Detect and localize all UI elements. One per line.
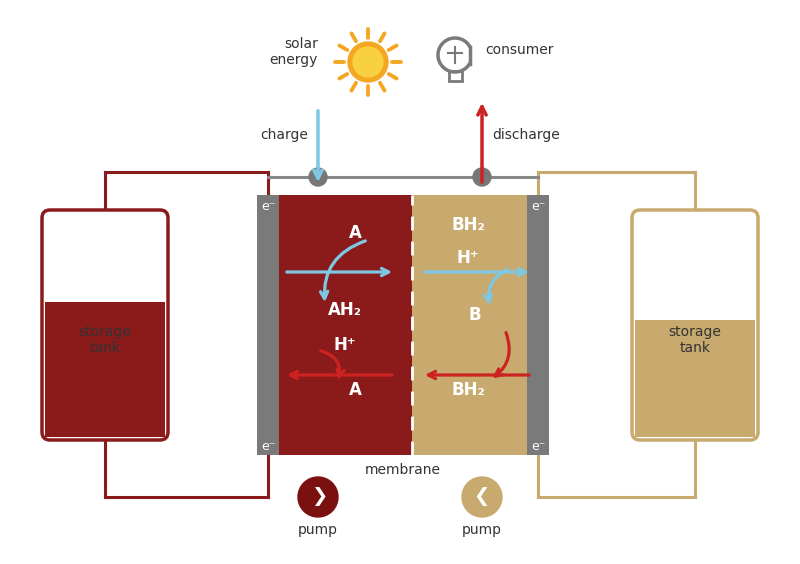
Text: charge: charge: [260, 128, 308, 142]
Text: e⁻: e⁻: [531, 200, 545, 214]
Bar: [278, 195, 412, 455]
Text: e⁻: e⁻: [261, 200, 275, 214]
Text: ❯: ❯: [311, 487, 327, 506]
Bar: [527, 195, 549, 455]
Text: pump: pump: [462, 523, 502, 537]
Text: H⁺: H⁺: [334, 336, 356, 354]
Text: BH₂: BH₂: [451, 216, 485, 234]
FancyArrowPatch shape: [495, 333, 509, 376]
Text: A: A: [349, 381, 362, 399]
FancyBboxPatch shape: [42, 210, 168, 440]
Text: membrane: membrane: [365, 463, 441, 477]
Circle shape: [473, 168, 491, 186]
Bar: [449, 71, 462, 81]
Bar: [45, 302, 165, 437]
FancyArrowPatch shape: [484, 269, 507, 302]
Text: storage
tank: storage tank: [669, 325, 722, 355]
Bar: [412, 195, 528, 455]
Text: ❮: ❮: [473, 487, 489, 506]
Text: H⁺: H⁺: [457, 249, 479, 267]
FancyArrowPatch shape: [321, 351, 344, 377]
Text: storage
tank: storage tank: [78, 325, 131, 355]
Circle shape: [298, 477, 338, 517]
Text: BH₂: BH₂: [451, 381, 485, 399]
Circle shape: [353, 47, 383, 77]
Bar: [635, 320, 755, 437]
Circle shape: [462, 477, 502, 517]
Text: B: B: [469, 306, 482, 324]
Circle shape: [348, 42, 388, 82]
Bar: [257, 195, 279, 455]
Text: discharge: discharge: [492, 128, 560, 142]
Text: consumer: consumer: [485, 43, 554, 57]
Text: A: A: [349, 224, 362, 242]
Text: e⁻: e⁻: [261, 440, 275, 453]
Circle shape: [309, 168, 327, 186]
FancyBboxPatch shape: [632, 210, 758, 440]
Text: solar
energy: solar energy: [270, 37, 318, 67]
Text: pump: pump: [298, 523, 338, 537]
FancyArrowPatch shape: [321, 241, 366, 299]
Text: AH₂: AH₂: [328, 301, 362, 319]
Text: e⁻: e⁻: [531, 440, 545, 453]
